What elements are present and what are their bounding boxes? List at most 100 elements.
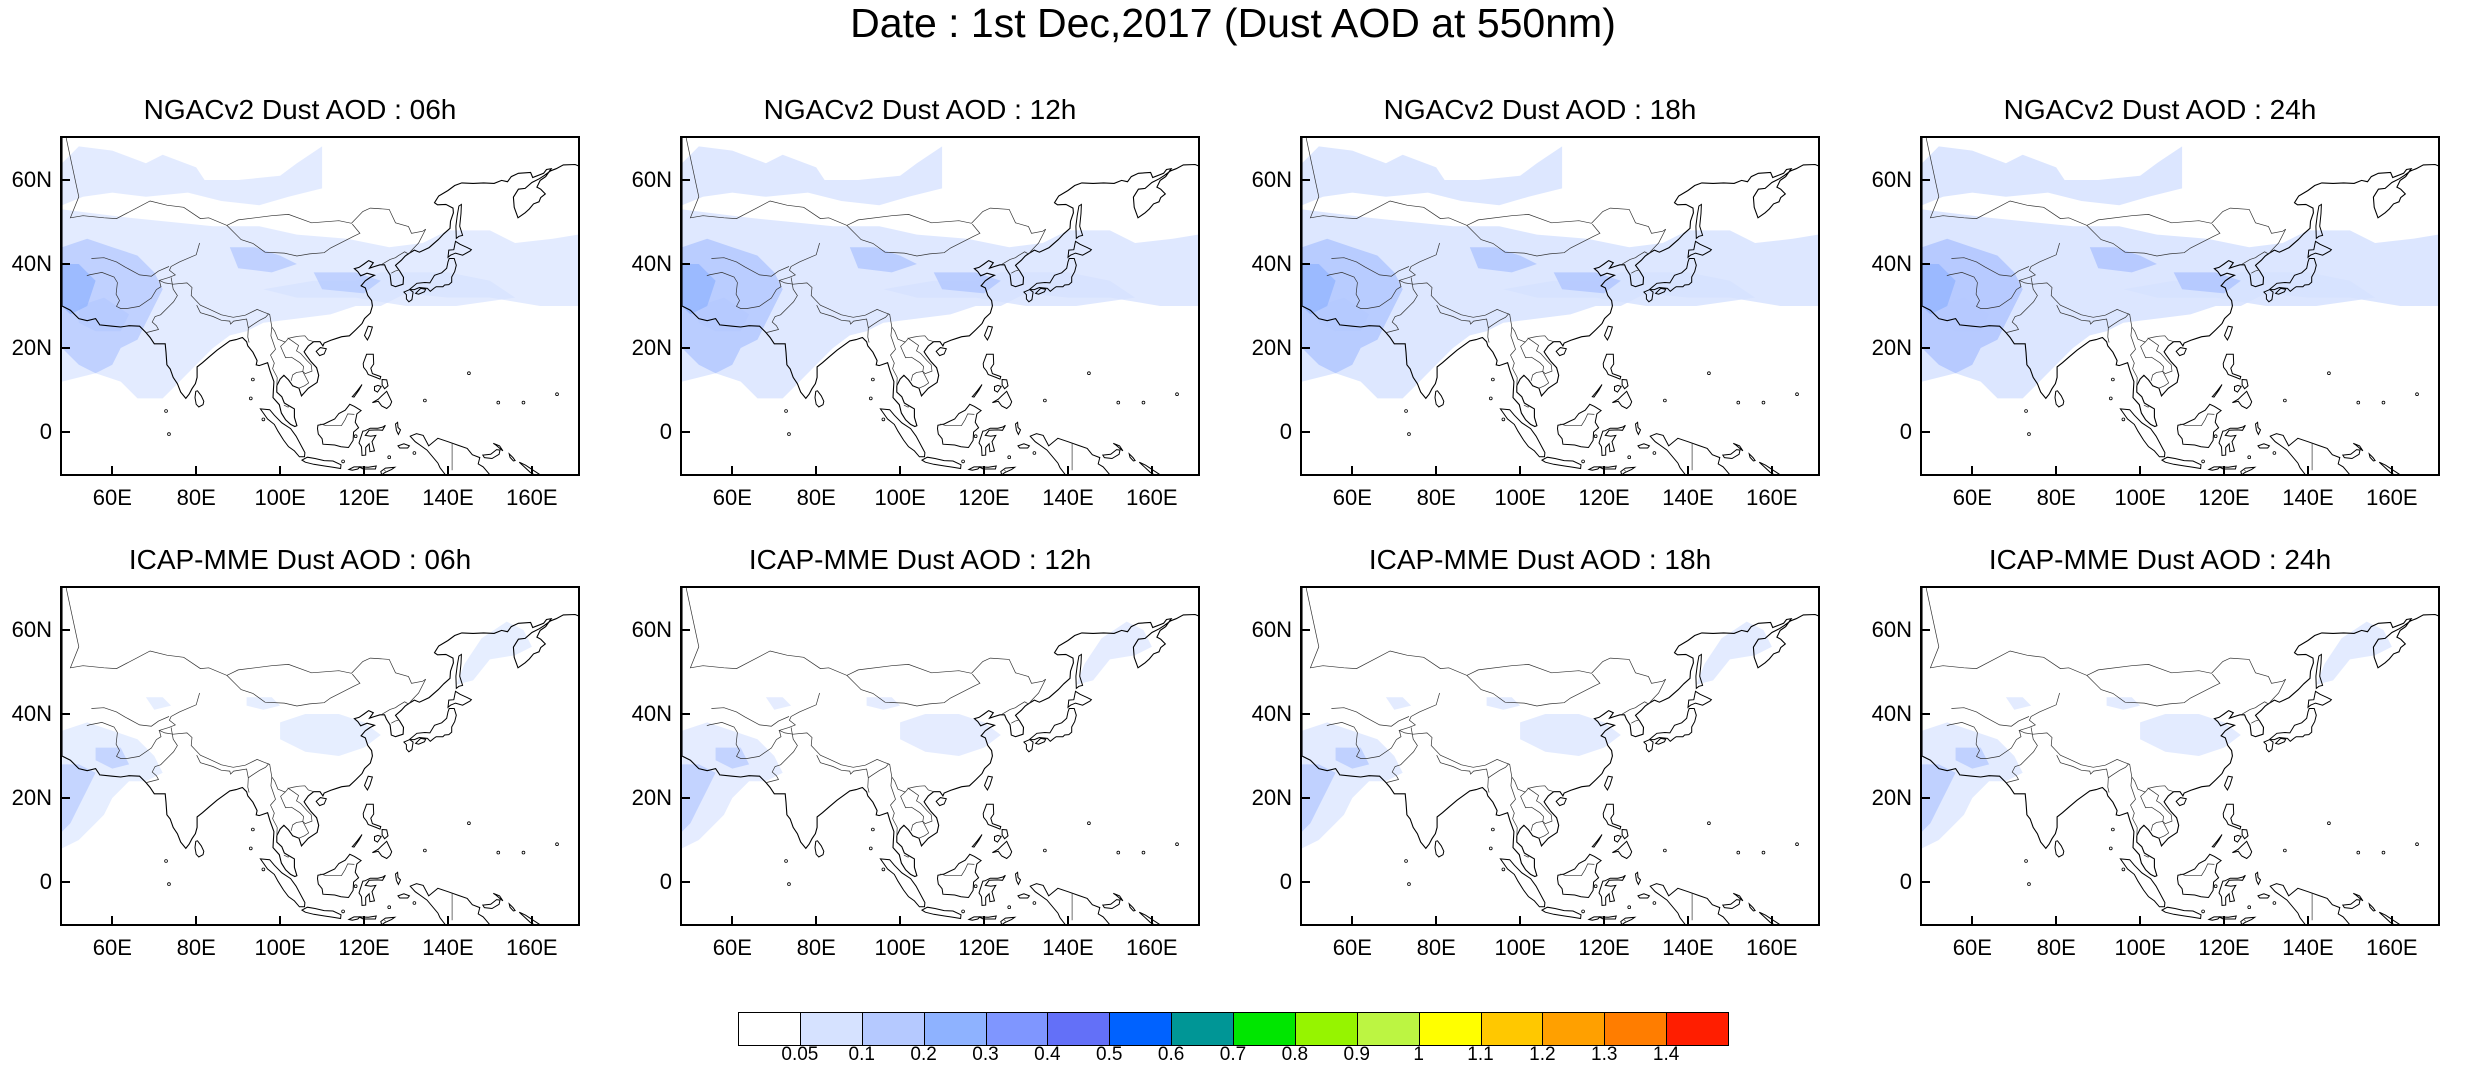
small-island (1087, 821, 1091, 826)
country-border (2108, 313, 2130, 329)
lat-tick-label: 40N (1871, 701, 1912, 726)
lon-tick-mark (1150, 466, 1153, 476)
lon-tick-label: 60E (1952, 935, 1992, 960)
country-border (65, 138, 427, 254)
coastline-island (397, 443, 411, 449)
lon-tick-mark (1066, 916, 1069, 926)
lat-tick-label: 0 (39, 869, 52, 894)
small-island (961, 459, 965, 464)
country-border (2086, 223, 2221, 257)
map-plot-area (1920, 136, 2440, 476)
coastline-island (2241, 378, 2249, 390)
small-island (521, 400, 526, 405)
country-border (1004, 469, 1006, 472)
lon-tick-label: 80E (1416, 935, 1456, 960)
small-island (1761, 400, 1766, 405)
dust-aod-peak-region (1922, 264, 1956, 315)
colorbar-swatch (1480, 1012, 1544, 1046)
coastline-island (2218, 915, 2237, 920)
small-island (251, 827, 255, 832)
lon-tick-mark (195, 916, 198, 926)
coastline-island (2368, 902, 2376, 912)
lon-tick-mark (1150, 916, 1153, 926)
lat-tick-mark (1920, 881, 1930, 883)
aod-map (62, 588, 578, 924)
country-border (1326, 722, 1358, 733)
lat-tick-label: 40N (631, 251, 672, 276)
lat-tick-label: 60N (1871, 167, 1912, 192)
lon-tick-mark (2139, 466, 2142, 476)
panel-title: ICAP-MME Dust AOD : 18h (1368, 544, 1712, 575)
coastline-island (1014, 421, 1022, 436)
coastline-island (814, 390, 825, 408)
coastline-island (1602, 803, 1622, 830)
country-border (196, 755, 250, 793)
coastline-island (2232, 840, 2253, 860)
coastline-island (2240, 466, 2257, 474)
coastline-island (2307, 240, 2333, 259)
country-border (685, 588, 1047, 704)
lat-tick-mark (60, 347, 70, 349)
lat-tick-mark (1300, 431, 1310, 433)
small-island (2201, 459, 2205, 464)
small-island (868, 846, 873, 851)
country-border (1001, 701, 1030, 715)
country-border (900, 787, 933, 824)
small-island (164, 409, 168, 413)
lat-tick-mark (680, 179, 690, 181)
coastline-island (921, 456, 962, 470)
country-border (1631, 719, 1640, 724)
coastline-island (315, 797, 327, 807)
coastline-island (1075, 653, 1084, 690)
coastline-island (1598, 424, 1626, 457)
colorbar-swatch (861, 1012, 925, 1046)
colorbar-swatch (923, 1012, 987, 1046)
lat-tick-mark (1300, 797, 1310, 799)
small-island (1032, 451, 1037, 455)
small-island (881, 417, 886, 422)
small-island (973, 884, 978, 889)
coastline-island (2378, 911, 2400, 924)
coastline-island (1758, 911, 1780, 924)
coastline-island (2054, 840, 2065, 858)
dust-aod-high-region (2089, 247, 2157, 273)
coastline-island (1001, 828, 1009, 840)
coastline-island (1654, 737, 1667, 745)
dust-aod-region (1385, 697, 1412, 710)
lon-tick-mark (1686, 916, 1689, 926)
small-island (251, 377, 255, 382)
coastline-island (1602, 353, 1622, 380)
coastline-asia (62, 588, 578, 878)
lat-tick-mark (60, 263, 70, 265)
coastline-island (508, 452, 516, 462)
lon-tick-mark (983, 916, 986, 926)
coastline-island (879, 858, 926, 908)
map-panel-7: ICAP-MME Dust AOD : 18h 0 20N 40N 60N 60E 80E 1… (1240, 540, 1840, 1000)
lon-tick-label: 120E (338, 935, 390, 960)
lon-tick-mark (1770, 916, 1773, 926)
lon-tick-label: 60E (1952, 485, 1992, 510)
coastline-island (1748, 452, 1756, 462)
coastline-island (1603, 325, 1614, 342)
small-island (1043, 848, 1047, 853)
coastline-island (1634, 871, 1642, 886)
country-border (280, 337, 313, 374)
lon-tick-label: 80E (1416, 485, 1456, 510)
coastline-island (2232, 390, 2253, 410)
country-border (1624, 919, 1626, 922)
lon-tick-mark (1971, 466, 1974, 476)
small-island (1795, 842, 1799, 847)
colorbar-swatch (1418, 1012, 1482, 1046)
coastline-island (194, 840, 205, 858)
coastline-island (2119, 858, 2166, 908)
coastline-island (1434, 840, 1445, 858)
coastline-island (374, 834, 382, 843)
coastline-asia (682, 138, 1198, 428)
panel-title: NGACv2 Dust AOD : 06h (143, 94, 457, 125)
aod-map (1302, 138, 1818, 474)
lat-tick-label: 40N (1251, 251, 1292, 276)
coastline-island (2211, 834, 2223, 848)
aod-map (1922, 588, 2438, 924)
lat-tick-label: 20N (11, 335, 52, 360)
country-border (1631, 269, 1640, 274)
